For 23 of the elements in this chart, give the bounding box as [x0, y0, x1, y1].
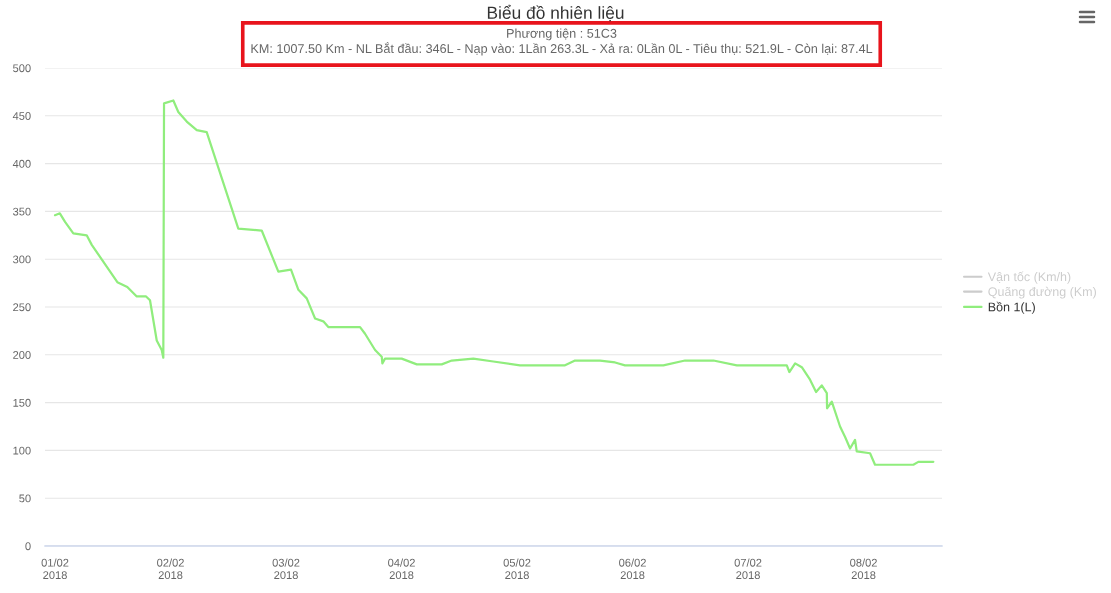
x-tick-label: 03/02 2018 [272, 558, 300, 580]
y-tick-label: 500 [13, 64, 31, 73]
x-tick-label: 07/02 2018 [734, 558, 762, 580]
y-tick-label: 450 [12, 112, 31, 120]
y-tick-label: 300 [13, 255, 31, 264]
legend-label: Bồn 1(L) [988, 301, 1035, 314]
y-tick-label: 200 [13, 351, 31, 359]
y-tick-label: 250 [13, 303, 31, 312]
y-tick-label: 350 [13, 207, 31, 216]
x-tick-label: 04/02 2018 [388, 558, 415, 580]
y-tick-label: 50 [19, 494, 31, 503]
y-tick-label: 0 [25, 542, 31, 551]
x-tick-label: 01/02 2018 [41, 558, 69, 580]
line-series [53, 99, 935, 466]
y-tick-label: 400 [12, 159, 31, 168]
chart-subtitle: Phương tiện : 51C3 KM: 1007.50 Km - NL Bắt đầu: 346L - Nạp vào: 1Lần 263.3L - Xả ra: 0Lần 0L - Tiêu thụ: 521.9L - Còn lại: 87.4L [251, 28, 873, 56]
x-tick-label: 02/02 2018 [157, 558, 184, 580]
y-tick-label: 150 [13, 398, 31, 407]
x-tick-label: 08/02 2018 [850, 558, 877, 580]
x-tick-label: 05/02 2018 [503, 558, 531, 580]
y-tick-label: 100 [13, 446, 31, 455]
chart-title: Biểu đồ nhiên liệu [487, 4, 624, 22]
x-tick-label: 06/02 2018 [619, 558, 646, 580]
